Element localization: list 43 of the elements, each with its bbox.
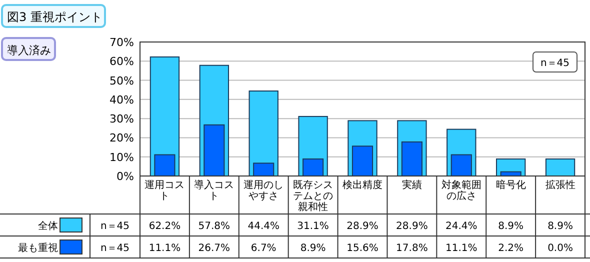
x-tick-label: 拡張性	[545, 179, 576, 191]
data-label: 0.0%	[548, 243, 573, 254]
data-label: 28.9%	[346, 221, 378, 232]
data-label: 57.8%	[198, 221, 230, 232]
x-tick-label: 実績	[402, 179, 422, 191]
data-label: 2.2%	[498, 243, 524, 254]
data-label: 28.9%	[396, 221, 428, 232]
data-label: 24.4%	[446, 221, 478, 232]
data-label: 8.9%	[498, 221, 524, 232]
y-tick-label: 50%	[110, 74, 134, 88]
bar	[545, 158, 576, 176]
x-tick-label: 検出精度	[342, 179, 382, 191]
data-label: 8.9%	[300, 243, 326, 254]
text: 導入済み	[7, 44, 51, 57]
y-tick-label: 60%	[110, 55, 134, 68]
text: n＝45	[100, 243, 130, 254]
data-label: 8.9%	[548, 221, 573, 232]
y-tick-label: 0%	[116, 170, 134, 183]
y-tick-label: 20%	[110, 132, 134, 145]
y-tick-label: 40%	[110, 93, 134, 106]
data-label: 62.2%	[148, 221, 181, 232]
data-label: 26.7%	[198, 243, 230, 254]
data-label: 31.1%	[297, 221, 329, 232]
data-label: 17.8%	[396, 243, 428, 254]
data-label: 11.1%	[446, 243, 478, 254]
x-tick-label: 導入コスト	[194, 179, 234, 202]
data-label: 15.6%	[346, 243, 378, 254]
legend-label: 全体	[38, 220, 58, 232]
data-label: 11.1%	[148, 243, 181, 254]
data-label: 44.4%	[248, 221, 280, 232]
text: n＝45	[100, 221, 130, 232]
legend-label: 最も重視	[18, 242, 58, 254]
data-label: 6.7%	[250, 243, 276, 254]
x-tick-label: 暗号化	[496, 179, 526, 191]
x-tick-label: 既存システムとの親和性	[293, 179, 334, 213]
x-tick-label: 運用のしやすさ	[244, 179, 284, 202]
annotation: n＝45	[540, 58, 570, 69]
y-tick-label: 30%	[110, 112, 134, 126]
x-tick-label: 運用コスト	[144, 179, 185, 202]
y-tick-label: 10%	[110, 150, 134, 164]
chart-title: 図3 重視ポイント	[7, 10, 102, 24]
x-tick-label: 対象範囲の広さ	[441, 179, 482, 202]
y-tick-label: 70%	[110, 36, 134, 49]
